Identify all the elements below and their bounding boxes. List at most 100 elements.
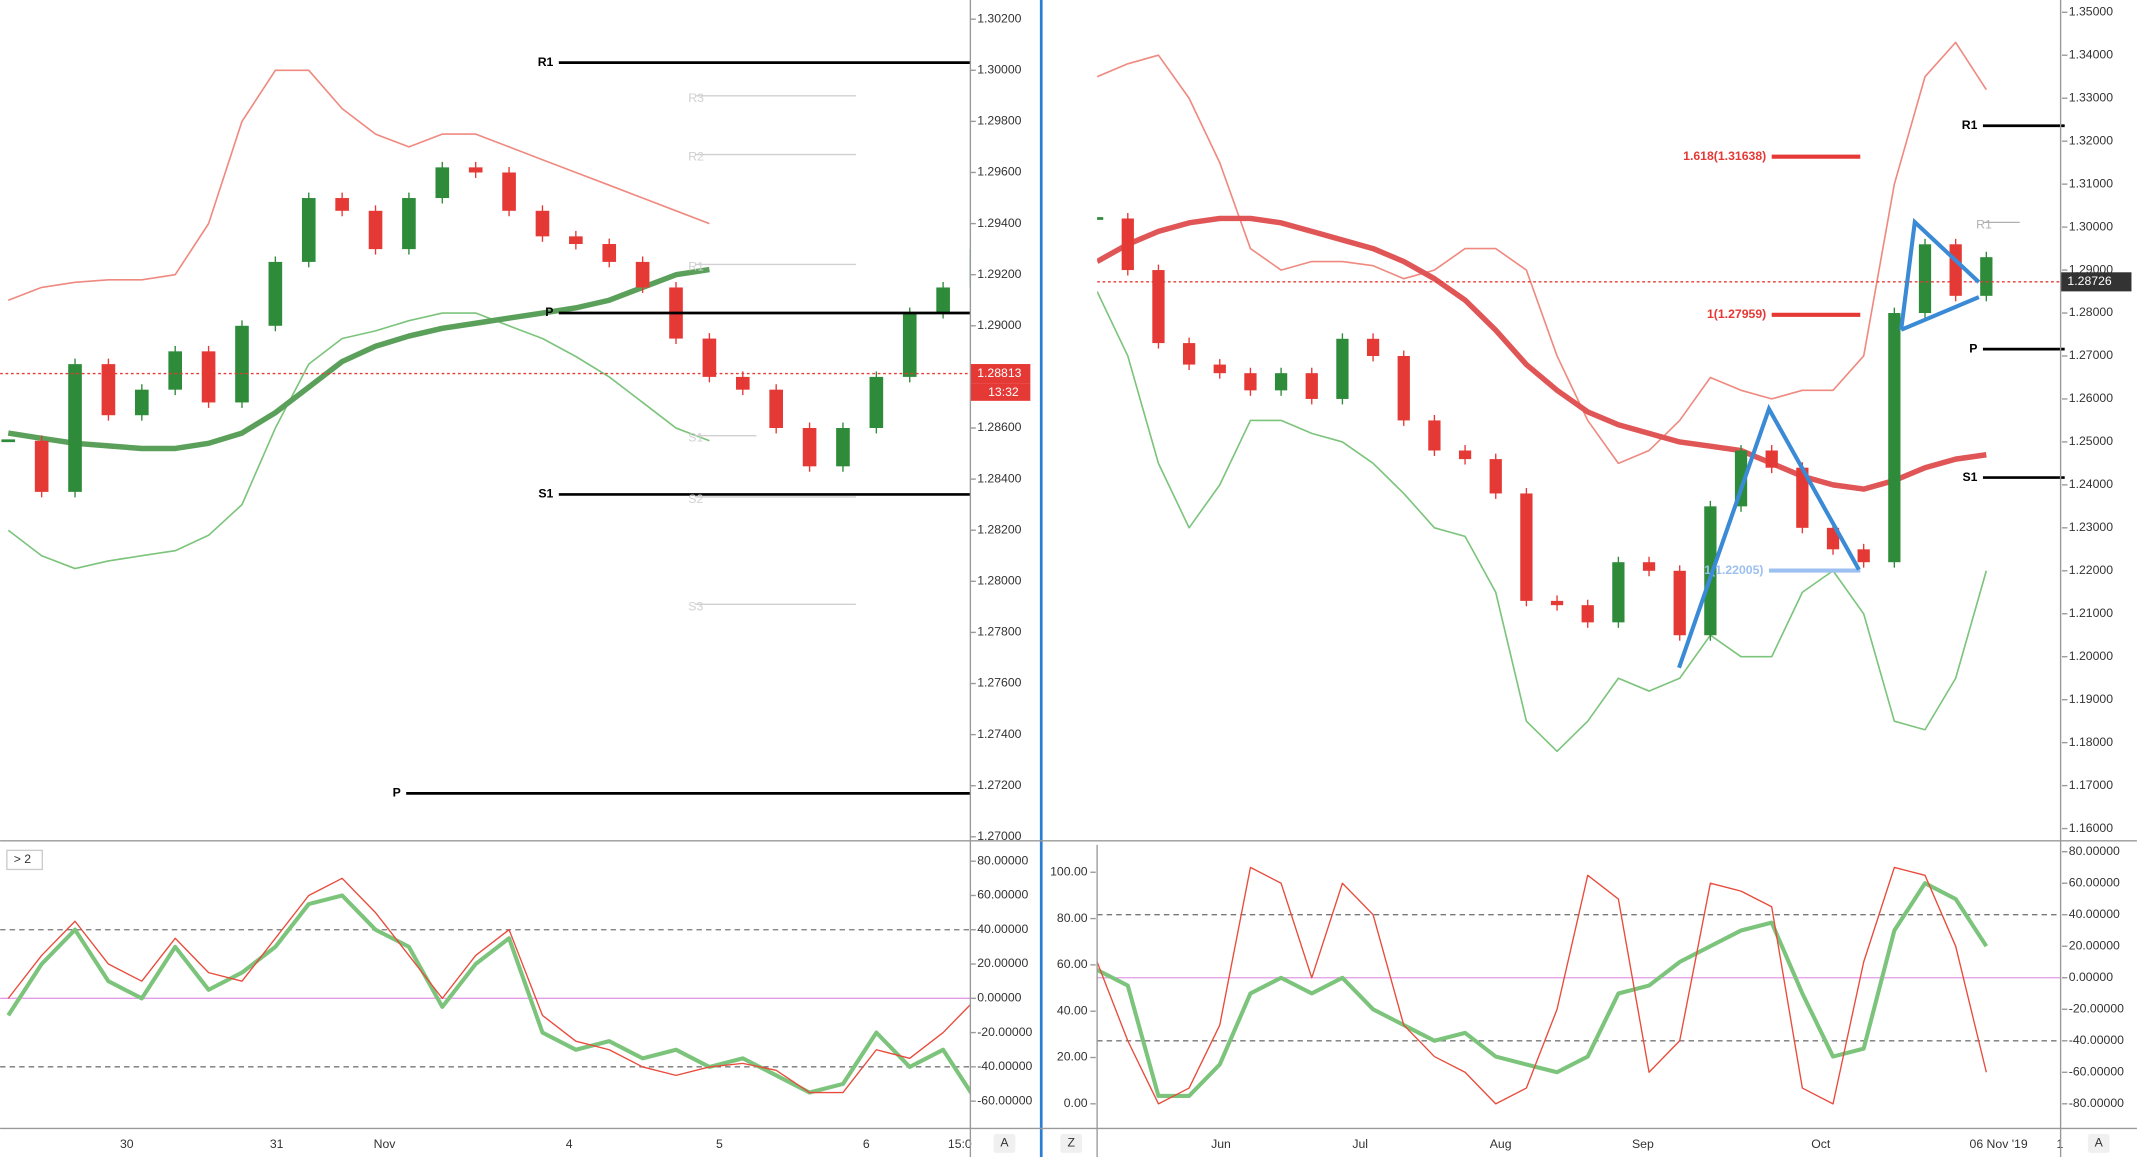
series-line	[1097, 41, 1988, 465]
y-tick-label: 1.35000	[2069, 5, 2113, 19]
y-tick-label: 1.20000	[2069, 649, 2113, 663]
pane	[1097, 866, 2061, 1105]
axis-button-label[interactable]: Z	[1067, 1136, 1075, 1150]
y-tick-label: -60.00000	[977, 1093, 1032, 1107]
y-tick-label: 1.16000	[2069, 821, 2113, 835]
price-tag-time	[970, 383, 1031, 401]
y-tick-label: -40.00000	[977, 1059, 1032, 1073]
layers: 1.27000 1.27200 1.27400 1.27600 1.27800 1.280…	[0, 5, 2132, 1153]
y-tick-label: 20.00	[1057, 1050, 1088, 1064]
y-tick-label: 1.22000	[2069, 563, 2113, 577]
x-tick-label: 31	[270, 1137, 284, 1151]
x-tick-label: Nov	[374, 1137, 397, 1151]
pane-toggle[interactable]	[6, 849, 44, 871]
y-tick-label: 60.00000	[2069, 875, 2120, 889]
triangle-line	[1900, 295, 1980, 332]
y-tick-label: 1.30200	[977, 11, 1021, 25]
pivot-label: P	[545, 305, 553, 319]
y-tick-label: 40.00000	[2069, 907, 2120, 921]
y-tick-label: -20.00000	[2069, 1001, 2124, 1015]
axis-button-label[interactable]: A	[2095, 1136, 2104, 1150]
y-tick-label: 1.21000	[2069, 606, 2113, 620]
axis-button[interactable]	[993, 1133, 1016, 1153]
y-tick-label: 1.27200	[977, 778, 1021, 792]
price-tag-label: 1.28726	[2067, 274, 2111, 288]
y-tick-label: 40.00000	[977, 922, 1028, 936]
series-line	[1097, 291, 1988, 753]
pivot-label: R3	[688, 91, 704, 105]
y-tick-label: 1.34000	[2069, 47, 2113, 61]
y-tick-label: 1.18000	[2069, 735, 2113, 749]
series-line	[7, 69, 710, 301]
pane-toggle-label[interactable]: > 2	[14, 852, 32, 866]
pivot-label: S2	[688, 492, 703, 506]
y-tick-label: 60.00000	[977, 888, 1028, 902]
x-tick-label: 15:0	[948, 1137, 972, 1151]
triangle-line	[1899, 217, 1981, 331]
x-tick-label: 6	[863, 1137, 870, 1151]
x-tick-label: Oct	[1811, 1137, 1831, 1151]
pattern-line	[1677, 403, 1861, 669]
y-tick-label: 1.29600	[977, 165, 1021, 179]
series-line	[7, 312, 710, 570]
y-tick-label: 1.29000	[977, 318, 1021, 332]
y-tick-label: 40.00	[1057, 1003, 1088, 1017]
price-tag	[2060, 272, 2132, 292]
y-tick-label: 1.27000	[977, 829, 1021, 843]
pivot-label: S1	[1962, 470, 1977, 484]
x-tick-label: Jun	[1211, 1137, 1231, 1151]
fib-label: 1(1.27959)	[1707, 307, 1766, 321]
y-tick-label: 1.26000	[2069, 391, 2113, 405]
y-tick-label: 1.27000	[2069, 348, 2113, 362]
y-tick-label: -80.00000	[2069, 1096, 2124, 1110]
axis-button[interactable]	[1060, 1133, 1083, 1153]
price-tag-label: 1.28813	[977, 366, 1021, 380]
y-tick-label: 1.30000	[977, 63, 1021, 77]
y-tick-label: 1.19000	[2069, 692, 2113, 706]
y-tick-label: 1.25000	[2069, 434, 2113, 448]
series-line	[1097, 866, 1987, 1105]
pivot-label: S3	[688, 599, 703, 613]
drawings	[1677, 217, 1981, 669]
pivot-label: S1	[538, 487, 553, 501]
pivot-label: R1	[1962, 118, 1978, 132]
series-line	[7, 877, 971, 1094]
y-tick-label: -60.00000	[2069, 1065, 2124, 1079]
y-tick-label: 80.00000	[977, 853, 1028, 867]
axis-button[interactable]	[2087, 1133, 2110, 1153]
pivot-label: R2	[688, 150, 704, 164]
y-tick-label: 80.00000	[2069, 844, 2120, 858]
y-tick-label: -40.00000	[2069, 1033, 2124, 1047]
y-tick-label: 0.00	[1064, 1096, 1088, 1110]
pivot-label: R1	[1976, 217, 1992, 231]
y-tick-label: 1.31000	[2069, 176, 2113, 190]
pivot-label: R1	[688, 259, 704, 273]
x-tick-label: Sep	[1632, 1137, 1654, 1151]
x-tick-label: Jul	[1352, 1137, 1368, 1151]
pivot-label: S1	[688, 431, 703, 445]
y-tick-label: 60.00	[1057, 957, 1088, 971]
y-tick-label: 1.28000	[2069, 305, 2113, 319]
price-tag-time-label: 13:32	[988, 385, 1019, 399]
x-tick-label: 30	[120, 1137, 134, 1151]
y-tick-label: 1.29200	[977, 267, 1021, 281]
fib-label: 1.618(1.31638)	[1683, 149, 1766, 163]
y-tick-label: 1.29400	[977, 216, 1021, 230]
pane	[0, 877, 971, 1096]
y-tick-label: 1.30000	[2069, 219, 2113, 233]
y-tick-label: 0.00000	[2069, 970, 2113, 984]
y-tick-label: 1.27600	[977, 676, 1021, 690]
pivot-label: P	[393, 786, 401, 800]
axis-button-label[interactable]: A	[1000, 1136, 1009, 1150]
y-tick-label: 80.00	[1057, 911, 1088, 925]
pane	[1097, 41, 2061, 753]
y-tick-label: 1.28600	[977, 420, 1021, 434]
pivot-label: R1	[538, 55, 554, 69]
y-tick-label: 1.28000	[977, 574, 1021, 588]
y-tick-label: 1.29800	[977, 114, 1021, 128]
y-tick-label: 1.28200	[977, 522, 1021, 536]
y-tick-label: 100.00	[1050, 864, 1088, 878]
y-tick-label: 1.24000	[2069, 477, 2113, 491]
